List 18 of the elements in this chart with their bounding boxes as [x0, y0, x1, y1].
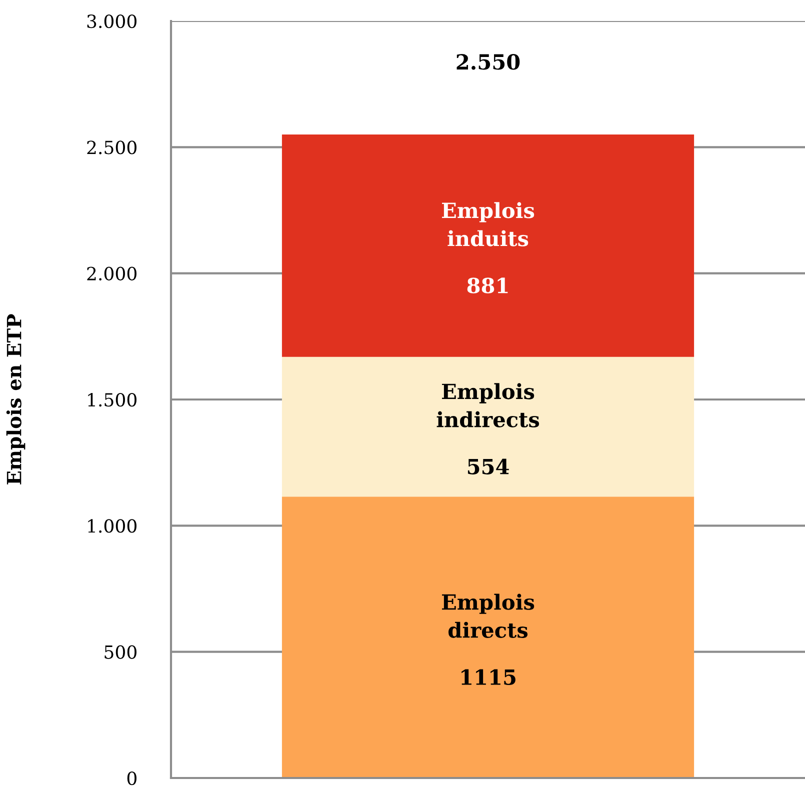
series-label: Emplois directs	[442, 594, 534, 638]
bar	[282, 134, 694, 357]
y-tick-label: 0	[127, 771, 136, 786]
y-axis-title: Emplois en ETP	[6, 314, 26, 484]
y-tick-label: 1.500	[88, 392, 136, 407]
series-label: Emplois induits	[442, 202, 534, 246]
y-tick-label: 2.000	[87, 266, 136, 280]
bar	[282, 496, 694, 778]
y-tick-label: 2.500	[87, 140, 136, 154]
data-label: 881	[467, 278, 508, 294]
data-label: 554	[468, 458, 509, 474]
total-label: 2.550	[456, 54, 520, 70]
data-label: 1115	[462, 669, 516, 686]
series-label: Emplois indirects	[436, 383, 540, 428]
y-tick-label: 3.000	[87, 14, 136, 28]
bar	[282, 356, 694, 497]
y-tick-label: 500	[104, 645, 136, 659]
y-tick-label: 1.000	[88, 519, 136, 533]
